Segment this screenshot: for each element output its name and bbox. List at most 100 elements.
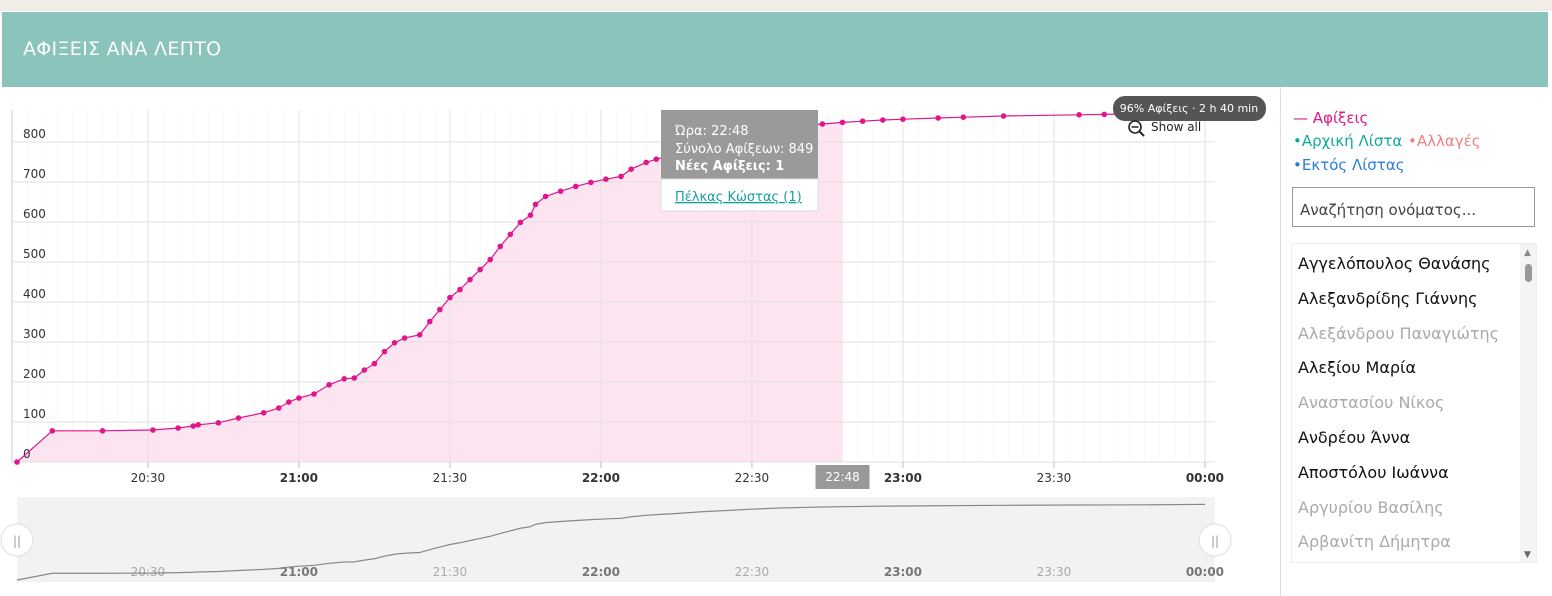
data-point: [618, 173, 624, 180]
search-box[interactable]: Αναζήτηση ονόματος...: [1292, 187, 1535, 227]
tooltip-total: Σύνολο Αφίξεων: 849: [675, 142, 813, 157]
crosshair-label: 22:48: [825, 470, 860, 484]
data-point: [935, 115, 941, 121]
header-bar: ΑΦΙΞΕΙΣ ΑΝΑ ΛΕΠΤΟ: [2, 12, 1548, 87]
nav-handle-grip: ||: [13, 534, 21, 548]
header-title: ΑΦΙΞΕΙΣ ΑΝΑ ΛΕΠΤΟ: [23, 38, 222, 60]
legend-label: Αρχική Λίστα: [1301, 132, 1403, 150]
y-tick-label: 600: [23, 207, 46, 221]
side-panel: — Αφίξεις •Αρχική Λίστα •Αλλαγές •Εκτός Λί…: [1280, 87, 1552, 596]
zoom-icon: [1128, 120, 1142, 134]
zoom-icon-handle: [1138, 130, 1145, 137]
x-tick-label: 21:30: [433, 471, 468, 485]
data-point: [341, 376, 348, 382]
y-tick-label: 400: [23, 287, 46, 301]
tooltip-link[interactable]: Πέλκας Κώστας (1): [675, 190, 802, 205]
data-point: [819, 121, 826, 127]
x-tick-label: 22:30: [735, 471, 770, 485]
navigator-tick-label: 22:30: [735, 565, 770, 579]
name-item[interactable]: Αλεξανδρίδης Γιάννης: [1298, 288, 1478, 308]
scroll-down[interactable]: ▼: [1524, 550, 1531, 560]
data-point: [190, 423, 197, 429]
badge: 96% Αφίξεις · 2 h 40 min: [1113, 96, 1266, 121]
navigator-tick-label: 22:00: [582, 565, 620, 579]
y-tick-label: 100: [23, 407, 46, 421]
legend-line: —: [1293, 109, 1313, 127]
show-all-text[interactable]: Show all: [1151, 120, 1201, 134]
name-item[interactable]: Αποστόλου Ιωάννα: [1298, 462, 1449, 482]
data-point: [401, 335, 408, 341]
data-point: [235, 415, 242, 421]
data-point: [557, 188, 564, 194]
x-tick-label: 20:30: [131, 471, 166, 485]
y-tick-label: 300: [23, 327, 46, 341]
data-point: [572, 183, 579, 190]
tooltip: Ώρα: 22:48 Σύνολο Αφίξεων: 849 Νέες Αφίξ…: [660, 110, 819, 212]
tooltip-body: [660, 178, 819, 212]
data-point: [527, 212, 534, 218]
data-point: [603, 176, 609, 182]
data-point: [628, 166, 634, 172]
legend-dot: •: [1408, 132, 1417, 150]
navigator-tick-label: 20:30: [131, 565, 166, 579]
name-item[interactable]: Αργυρίου Βασίλης: [1298, 497, 1444, 517]
data-point: [1101, 111, 1108, 118]
data-point: [14, 459, 20, 465]
nav-handle-left[interactable]: [0, 523, 34, 557]
data-point: [653, 156, 660, 162]
name-list: ▲ ▼ Αγγελόπουλος Θανάσης Αλεξανδρίδης Γιά…: [1291, 243, 1537, 563]
legend-label: Αφίξεις: [1312, 109, 1369, 127]
navigator-bg: [17, 497, 1215, 582]
name-item[interactable]: Αρβανίτη Δήμητρα: [1298, 532, 1451, 552]
name-item[interactable]: Αγγελόπουλος Θανάσης: [1298, 254, 1491, 273]
data-point: [517, 219, 524, 226]
x-tick-label: 21:00: [280, 471, 318, 485]
badge-text: 96% Αφίξεις · 2 h 40 min: [1120, 102, 1258, 115]
y-tick-label: 700: [23, 167, 46, 181]
search-placeholder: Αναζήτηση ονόματος...: [1300, 201, 1476, 219]
name-item[interactable]: Αλεξάνδρου Παναγιώτης: [1298, 323, 1500, 343]
tooltip-new: Νέες Αφίξεις: 1: [675, 159, 784, 174]
data-point: [260, 410, 267, 416]
data-point: [175, 425, 181, 431]
data-point: [839, 119, 846, 126]
data-point: [532, 201, 539, 208]
data-point: [381, 348, 388, 355]
crosshair-label-bg: [815, 465, 870, 489]
name-item[interactable]: Αλεξίου Μαρία: [1298, 358, 1416, 378]
x-tick-label: 00:00: [1186, 471, 1224, 485]
data-point: [286, 399, 292, 405]
legend-label: Εκτός Λίστας: [1301, 156, 1405, 174]
navigator-line: [16, 503, 1205, 581]
nav-handle-right[interactable]: [1198, 523, 1232, 557]
nav-handle-grip: ||: [1211, 534, 1219, 548]
data-point: [361, 367, 368, 373]
legend-item[interactable]: •Αλλαγές: [1408, 132, 1481, 150]
data-point: [1076, 112, 1082, 118]
data-point: [426, 318, 433, 325]
data-point: [588, 179, 594, 186]
legend-item[interactable]: •Εκτός Λίστας: [1293, 156, 1405, 174]
data-point: [859, 118, 866, 124]
name-item[interactable]: Αναστασίου Νίκος: [1298, 393, 1445, 413]
data-point: [150, 427, 156, 433]
data-point: [416, 332, 423, 338]
legend-item[interactable]: — Αφίξεις: [1293, 109, 1368, 127]
top-strip: [0, 0, 1552, 11]
scrollbar[interactable]: ▲ ▼: [1520, 244, 1536, 562]
hover-area: [17, 122, 843, 463]
scroll-up[interactable]: ▲: [1524, 248, 1531, 258]
data-point: [900, 116, 906, 122]
name-item[interactable]: Ανδρέου Άννα: [1298, 428, 1411, 447]
tooltip-head: [661, 110, 818, 179]
legend-dot: •: [1293, 132, 1302, 150]
y-tick-label: 200: [23, 367, 46, 381]
data-point: [960, 114, 967, 120]
scroll-thumb[interactable]: [1525, 264, 1532, 282]
legend-item[interactable]: •Αρχική Λίστα: [1293, 132, 1402, 150]
data-point: [391, 340, 398, 346]
show-all[interactable]: Show all: [1128, 120, 1201, 137]
navigator-tick-label: 00:00: [1186, 565, 1224, 579]
